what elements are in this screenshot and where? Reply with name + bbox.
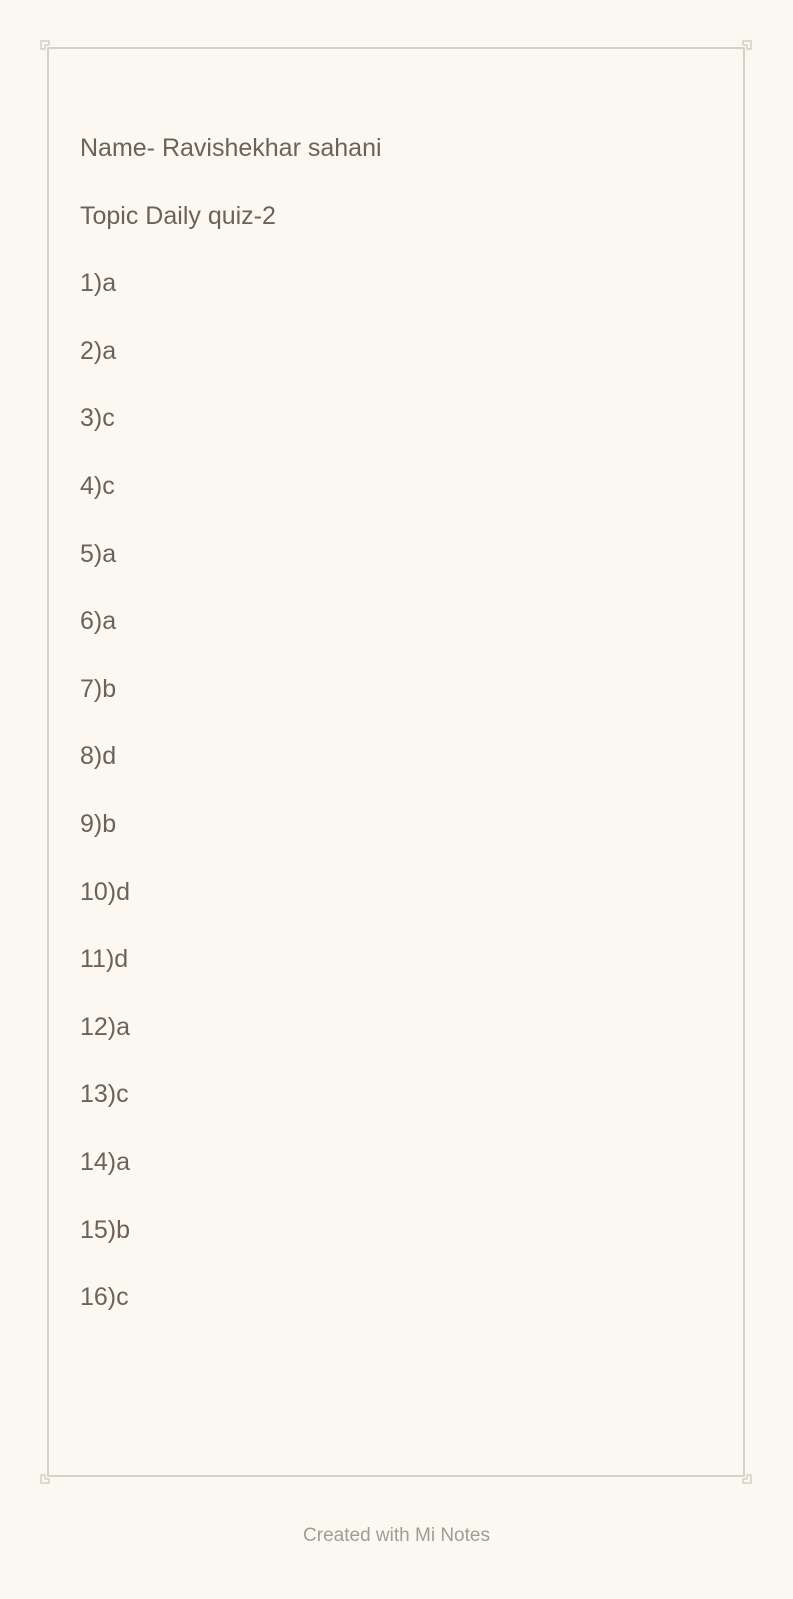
frame-corner-ornament-icon [738,40,752,54]
note-body: Name- Ravishekhar sahani Topic Daily qui… [80,133,700,1350]
created-with-footer: Created with Mi Notes [303,1525,490,1546]
answer-line: 16)c [80,1283,129,1312]
answer-line: 8)d [80,742,117,771]
answer-line: 5)a [80,539,117,568]
answer-line: 14)a [80,1147,131,1176]
answer-line: 7)b [80,674,117,703]
answer-line: 10)d [80,877,131,906]
answer-line: 13)c [80,1080,129,1109]
note-frame [40,40,752,1484]
answer-line: 4)c [80,471,115,500]
answer-line: 2)a [80,336,117,365]
note-topic-line: Topic Daily quiz-2 [80,201,276,230]
answer-line: 3)c [80,404,115,433]
frame-corner-ornament-icon [738,1470,752,1484]
answer-line: 6)a [80,607,117,636]
answer-line: 11)d [80,945,129,974]
answer-line: 1)a [80,269,117,298]
frame-corner-ornament-icon [40,40,54,54]
answer-line: 12)a [80,1012,131,1041]
note-name-line: Name- Ravishekhar sahani [80,134,382,162]
answer-line: 9)b [80,809,117,838]
frame-corner-ornament-icon [40,1470,54,1484]
answer-line: 15)b [80,1215,131,1244]
